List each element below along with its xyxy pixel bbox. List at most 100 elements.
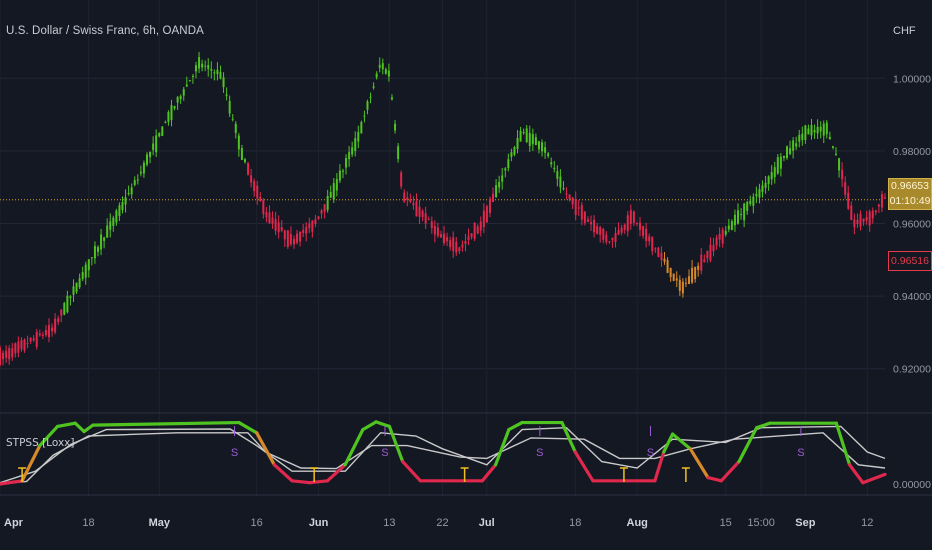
candle-body — [605, 234, 608, 243]
time-tick-label: Sep — [795, 517, 815, 529]
indicator-label[interactable]: STPSS [Loxx] — [6, 437, 75, 449]
candle-body — [305, 227, 308, 234]
sell-signal-label: S — [797, 447, 804, 459]
candle-body — [106, 225, 109, 238]
candle-body — [167, 112, 170, 123]
candle-body — [103, 237, 106, 241]
oscillator-segment — [662, 432, 675, 454]
candle-body — [828, 136, 831, 140]
candle-body — [767, 176, 770, 184]
candle-body — [139, 171, 142, 174]
candle-body — [709, 244, 712, 261]
oscillator-segment — [670, 432, 692, 451]
candle-body — [436, 227, 439, 237]
candle-body — [384, 69, 387, 74]
oscillator-segment — [847, 463, 865, 485]
candle-body — [642, 225, 645, 236]
candle-body — [424, 213, 427, 224]
candle-body — [856, 219, 859, 224]
time-tick-label: 15 — [720, 517, 732, 529]
candle-body — [651, 236, 654, 252]
candle-body — [580, 204, 583, 220]
candle-body — [26, 343, 29, 345]
candle-body — [730, 221, 733, 230]
candle-body — [142, 162, 145, 174]
candle-body — [550, 162, 553, 165]
candle-body — [770, 172, 773, 180]
candle-body — [488, 198, 491, 213]
candle-body — [412, 203, 415, 206]
oscillator-segment — [719, 460, 741, 483]
candles — [0, 51, 886, 367]
time-tick-label: 16 — [251, 517, 263, 529]
candle-body — [715, 237, 718, 246]
oscillator-segment — [38, 424, 60, 448]
candle-body — [629, 210, 632, 224]
candle-body — [556, 171, 559, 179]
candle-body — [522, 132, 525, 134]
candle-body — [415, 201, 418, 217]
candle-body — [868, 211, 871, 226]
candle-body — [308, 223, 311, 229]
price-tick-label: 0.98000 — [893, 146, 931, 158]
candle-body — [17, 341, 20, 353]
candle-body — [672, 273, 675, 281]
candle-body — [323, 204, 326, 212]
candle-body — [124, 197, 127, 205]
candle-body — [363, 115, 366, 117]
candle-body — [645, 228, 648, 241]
candle-body — [433, 225, 436, 235]
bar-countdown: 01:10:49 — [889, 195, 931, 207]
oscillator-segment — [387, 424, 405, 464]
candle-body — [547, 153, 550, 156]
candle-body — [691, 267, 694, 283]
signal-line — [0, 425, 886, 484]
second-price-tag: 0.96516 — [888, 251, 932, 271]
candle-body — [639, 222, 642, 230]
oscillator-segment — [480, 463, 498, 483]
candle-body — [749, 200, 752, 205]
candle-body — [850, 205, 853, 220]
oscillator-segment — [91, 420, 241, 427]
candle-body — [553, 167, 556, 170]
signal-line — [0, 432, 886, 485]
candle-body — [439, 234, 442, 238]
candle-body — [387, 70, 390, 77]
candle-body — [755, 193, 758, 197]
oscillator-segment — [507, 420, 524, 432]
candle-body — [706, 251, 709, 259]
candle-body — [507, 159, 510, 168]
candle-body — [740, 214, 743, 216]
candle-body — [164, 122, 167, 124]
candle-body — [859, 213, 862, 227]
candle-body — [121, 202, 124, 211]
candle-body — [669, 267, 672, 278]
candle-body — [531, 134, 534, 145]
oscillator-segment — [653, 450, 666, 483]
time-tick-label: 12 — [861, 517, 873, 529]
candle-body — [773, 167, 776, 178]
candle-body — [240, 148, 243, 160]
oscillator-segment — [237, 420, 259, 435]
candle-body — [262, 199, 265, 214]
candle-body — [666, 260, 669, 273]
candle-body — [338, 170, 341, 181]
candle-body — [565, 193, 568, 195]
candle-body — [127, 192, 130, 195]
candle-body — [525, 128, 528, 143]
candle-body — [528, 132, 531, 147]
candle-body — [611, 237, 614, 241]
candle-body — [782, 155, 785, 158]
candle-body — [348, 152, 351, 160]
candle-body — [874, 210, 877, 213]
time-tick-label: Aug — [627, 517, 648, 529]
candle-body — [161, 126, 164, 136]
candle-body — [326, 196, 329, 211]
candle-body — [810, 125, 813, 136]
candle-body — [72, 286, 75, 295]
candle-body — [779, 156, 782, 169]
candle-body — [534, 137, 537, 146]
time-tick-label: May — [149, 517, 171, 529]
candle-body — [90, 257, 93, 259]
